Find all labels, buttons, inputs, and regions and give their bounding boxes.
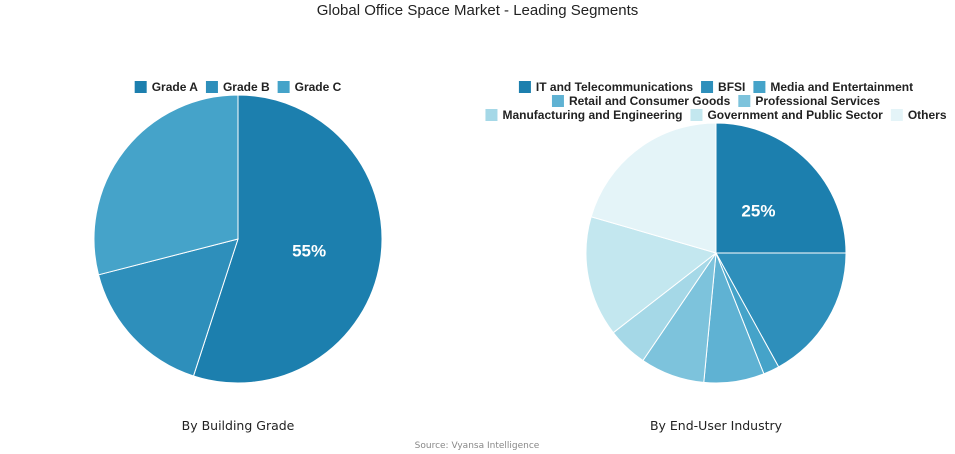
legend-end-user-industry: IT and Telecommunications BFSI Media and E… [485,80,947,122]
pie-slice-others [590,122,717,254]
legend-swatch-it-and-telecommunications [518,81,531,93]
slice-label-grade-a: 55% [292,241,326,260]
legend-label-bfsi: BFSI [718,80,745,94]
legend-swatch-grade-c [277,81,290,93]
legend-label-government-and-public-sector: Government and Public Sector [707,108,883,122]
legend-swatch-grade-a [134,81,147,93]
legend-swatch-professional-services [738,95,751,107]
source-note: Source: Vyansa Intelligence [415,441,540,451]
legend-label-manufacturing-and-engineering: Manufacturing and Engineering [502,108,682,122]
legend-swatch-government-and-public-sector [690,109,703,121]
legend-swatch-media-and-entertainment [753,81,766,93]
slice-label-it-and-telecommunications: 25% [741,202,775,221]
pie-slice-it-and-telecommunications [715,122,847,254]
legend-label-professional-services: Professional Services [755,94,880,108]
legend-label-grade-c: Grade C [295,80,342,94]
legend-swatch-retail-and-consumer-goods [551,95,564,107]
legend-label-others: Others [908,108,947,122]
legend-label-it-and-telecommunications: IT and Telecommunications [536,80,693,94]
legend-label-grade-a: Grade A [152,80,199,94]
subtitle-building-grade: By Building Grade [182,418,295,433]
pie-slice-grade-a [192,94,383,384]
legend-swatch-manufacturing-and-engineering [485,109,498,121]
legend-swatch-bfsi [701,81,714,93]
pie-slice-grade-b [97,238,239,377]
chart-title: Global Office Space Market - Leading Seg… [316,2,639,19]
pie-building-grade: 55% [93,94,383,384]
legend-building-grade: Grade A Grade B Grade C [134,80,342,94]
legend-swatch-grade-b [205,81,218,93]
pie-slice-government-and-public-sector [585,216,718,334]
pie-slice-bfsi [715,252,847,368]
legend-label-retail-and-consumer-goods: Retail and Consumer Goods [569,94,731,108]
legend-label-grade-b: Grade B [223,80,270,94]
legend-swatch-others [890,109,903,121]
subtitle-end-user-industry: By End-User Industry [650,418,783,433]
pie-end-user-industry: 25% [585,122,847,384]
legend-label-media-and-entertainment: Media and Entertainment [770,80,913,94]
pie-slice-grade-c [93,94,239,276]
